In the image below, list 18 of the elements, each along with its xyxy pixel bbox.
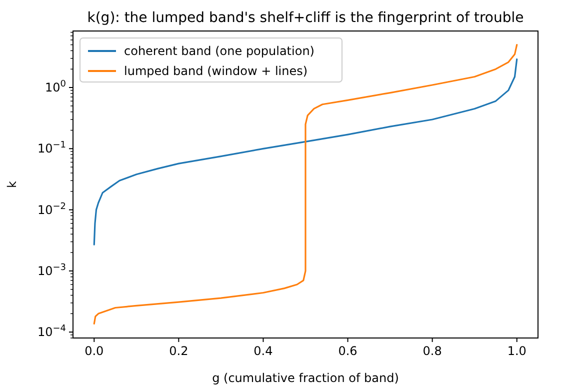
y-tick-label: 10$^{−4}$ <box>37 324 66 340</box>
line-series <box>93 44 518 325</box>
chart-title: k(g): the lumped band's shelf+cliff is the fingerprint of trouble <box>87 10 524 26</box>
x-tick-label: 1.0 <box>507 344 526 358</box>
y-axis-title: k <box>5 180 19 188</box>
x-tick-label: 0.6 <box>338 344 358 358</box>
legend-label: lumped band (window + lines) <box>124 64 308 78</box>
line-series <box>93 58 518 246</box>
y-tick-label: 10$^{−2}$ <box>37 202 66 217</box>
y-tick-label: 10$^{−1}$ <box>37 140 66 156</box>
x-tick-label: 0.8 <box>422 344 442 358</box>
y-tick-label: 10$^{0}$ <box>44 80 66 95</box>
x-tick-label: 0.0 <box>84 344 104 358</box>
x-tick-label: 0.4 <box>254 344 273 358</box>
x-tick-label: 0.2 <box>169 344 188 358</box>
x-axis-title: g (cumulative fraction of band) <box>212 371 399 385</box>
legend-label: coherent band (one population) <box>124 44 314 58</box>
y-tick-label: 10$^{−3}$ <box>37 262 66 278</box>
